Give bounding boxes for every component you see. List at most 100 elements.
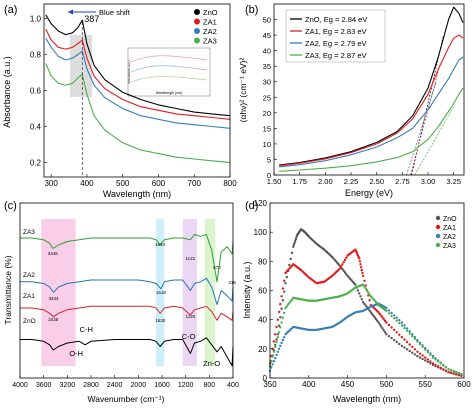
panel-d-point-za3	[272, 350, 276, 353]
panel-d-point-za3	[387, 312, 391, 315]
panel-d-point-za1	[403, 338, 406, 341]
panel-d-point-za1	[381, 316, 384, 319]
panel-a-ytick-label: 0.6	[30, 87, 42, 96]
panel-d-point-za1	[341, 263, 344, 266]
panel-d-point-za3	[431, 356, 435, 359]
panel-d-point-za3	[361, 283, 365, 286]
panel-c-frame	[19, 202, 234, 379]
panel-b-xtick-label: 1.75	[292, 177, 307, 186]
panel-b-frame	[273, 3, 465, 176]
panel-b: (b) 1.50 1.75 2.00 2.25 2.50 2.75 3.00 3.25 0 5 10…	[238, 3, 465, 198]
panel-d-point-zno	[380, 325, 383, 328]
panel-d-point-za1	[421, 354, 424, 357]
panel-d-point-za3	[400, 324, 404, 327]
panel-d-point-za1	[444, 369, 448, 372]
panel-d-point-za1	[398, 333, 401, 336]
panel-a-legend-label-za3: ZA3	[203, 37, 217, 46]
panel-d-legend-marker-zno	[435, 215, 441, 221]
panel-c-label: (c)	[4, 200, 17, 212]
panel-d-point-za3	[408, 332, 411, 335]
panel-d-point-zno	[390, 336, 393, 340]
panel-d-point-za3	[275, 340, 278, 344]
panel-d-point-zno	[293, 241, 296, 245]
panel-c-series-label: ZA3	[23, 229, 35, 236]
panel-d-point-za1	[383, 319, 387, 323]
panel-d-point-za2	[274, 356, 277, 360]
panel-d-point-zno	[342, 269, 345, 272]
panel-d-point-za1	[395, 331, 398, 334]
panel-d: (d) 350 400 450 500 550 600 0 20 40 60 80 100 120 Zn…	[242, 199, 471, 404]
panel-d-point-za2	[271, 363, 274, 366]
panel-a-inset-xlabel: Wavelength (nm)	[156, 91, 183, 95]
panel-d-point-za3	[457, 371, 460, 375]
panel-d-point-za3	[398, 321, 401, 325]
panel-b-ylabel: (αhν)² (cm⁻¹ eV)²	[238, 58, 248, 123]
panel-d-point-zno	[345, 273, 348, 276]
panel-d-point-za1	[358, 257, 361, 260]
panel-b-ytick-label: 45	[263, 31, 271, 40]
panel-d-point-za1	[339, 265, 343, 268]
panel-d-point-za3	[363, 285, 366, 288]
panel-d-ytick-label: 100	[254, 228, 268, 237]
panel-d-point-zno	[376, 319, 379, 323]
panel-d-point-zno	[378, 323, 382, 326]
panel-d-legend-label-za1: ZA1	[443, 225, 456, 232]
panel-d-xtick-label: 450	[341, 380, 355, 389]
panel-d-point-zno	[284, 282, 287, 285]
panel-d-point-zno	[385, 333, 388, 336]
panel-d-point-za3	[449, 369, 453, 372]
panel-a-inset-frame	[127, 47, 211, 97]
panel-d-ytick-label: 20	[258, 345, 267, 354]
panel-d-point-zno	[381, 327, 384, 330]
panel-c-peak-label: 1120	[186, 314, 196, 319]
panel-d-point-zno	[277, 324, 281, 327]
panel-d-point-za3	[285, 305, 288, 308]
panel-a-xtick-label: 400	[80, 179, 94, 188]
panel-b-series	[279, 6, 464, 172]
panel-d-point-zno	[426, 360, 429, 364]
panel-d-point-za3	[367, 291, 370, 294]
panel-a-line-zno	[45, 14, 231, 117]
panel-d-point-zno	[398, 342, 401, 346]
panel-d-point-za1	[424, 356, 427, 359]
panel-d-point-zno	[343, 271, 347, 274]
panel-d-point-za1	[393, 328, 396, 332]
panel-d-frame	[269, 202, 465, 379]
panel-a-inset: Wavelength (nm) Absorbance (a.u.)	[127, 47, 211, 97]
panel-d-point-za3	[270, 360, 273, 363]
panel-d-point-za2	[400, 321, 404, 324]
panel-a-xtick-label: 800	[223, 179, 237, 188]
panel-d-ytick-label: 40	[258, 316, 267, 325]
panel-b-ytick-label: 35	[263, 62, 271, 71]
panel-a-peak-label: 387	[84, 14, 99, 24]
panel-a-legend-label-za1: ZA1	[203, 18, 217, 27]
panel-a-xtick-label: 300	[44, 179, 58, 188]
panel-d-label: (d)	[245, 200, 258, 212]
panel-d-point-za1	[358, 260, 362, 263]
panel-d-xtick-label: 500	[380, 380, 394, 389]
panel-d-xlabel: Wavelength (nm)	[333, 394, 401, 404]
panel-c-peak-label: 670	[213, 265, 221, 270]
panel-a-xtick-label: 600	[152, 179, 166, 188]
panel-b-ticks: 1.50 1.75 2.00 2.25 2.50 2.75 3.00 3.25 0 5 10 15 20…	[263, 16, 461, 186]
panel-d-legend-label-za3: ZA3	[443, 243, 456, 250]
panel-d-point-zno	[382, 329, 385, 332]
panel-b-line-zno-eg-2-84-ev	[279, 6, 464, 166]
panel-c-xtick-label: 1600	[154, 382, 170, 389]
panel-d-point-za1	[426, 358, 429, 361]
panel-d-point-za3	[365, 289, 369, 292]
panel-d-xtick-label: 550	[419, 380, 433, 389]
panel-d-point-za3	[279, 326, 282, 329]
panel-d-point-za1	[360, 266, 363, 269]
panel-d-point-za2	[276, 350, 279, 353]
panel-d-point-za2	[413, 336, 417, 339]
panel-d-point-za3	[276, 336, 279, 339]
panel-c-xtick-label: 2800	[83, 382, 99, 389]
panel-d-point-za1	[343, 258, 347, 262]
panel-d-point-za1	[390, 326, 393, 329]
panel-d-point-za3	[393, 317, 396, 320]
panel-d-point-za3	[284, 306, 287, 310]
panel-d-point-za3	[289, 300, 292, 303]
panel-d-legend-marker-za2	[435, 233, 441, 239]
